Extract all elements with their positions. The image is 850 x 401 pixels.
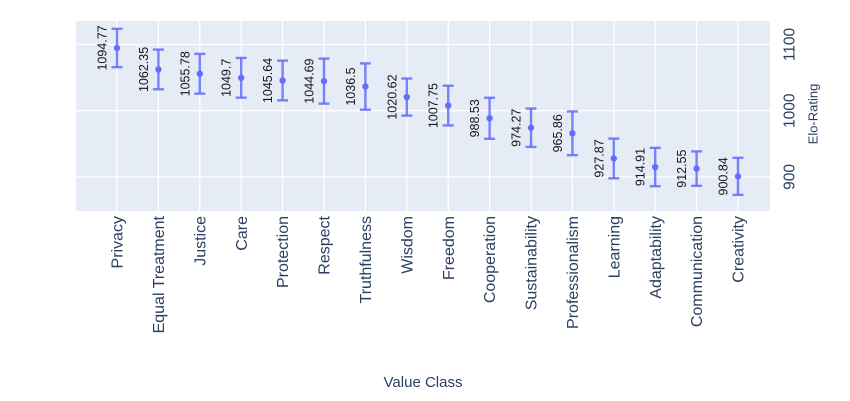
x-tick-label: Sustainability [524, 216, 541, 310]
y-tick-label: 1000 [781, 93, 798, 128]
data-point-value-label: 1055.78 [178, 51, 192, 96]
x-tick-label: Justice [192, 216, 209, 266]
x-tick-label: Respect [317, 215, 334, 274]
data-point-marker[interactable] [320, 77, 328, 85]
data-point-value-label: 1062.35 [137, 47, 151, 92]
data-point-marker[interactable] [610, 155, 617, 162]
data-point-value-label: 912.55 [675, 149, 689, 187]
x-tick-label: Care [234, 216, 251, 251]
data-point-marker[interactable] [279, 77, 286, 84]
data-point-marker[interactable] [734, 173, 742, 180]
x-tick-label: Adaptability [648, 216, 665, 299]
x-tick-label: Protection [275, 216, 292, 288]
x-tick-label: Communication [689, 216, 706, 327]
data-point-marker[interactable] [403, 93, 410, 101]
y-axis-title: Elo-Rating [805, 83, 821, 145]
x-tick-label: Equal Treatment [151, 215, 168, 333]
data-point-marker[interactable] [569, 130, 576, 137]
data-point-value-label: 900.84 [717, 157, 731, 195]
data-point-value-label: 914.91 [634, 148, 648, 186]
x-tick-label: Freedom [441, 216, 458, 280]
data-point-value-label: 1020.62 [385, 74, 399, 119]
plot-area-background[interactable] [76, 21, 770, 211]
data-point-marker[interactable] [652, 163, 659, 171]
data-point-marker[interactable] [527, 124, 535, 131]
data-point-value-label: 927.87 [592, 139, 606, 177]
data-point-marker[interactable] [238, 74, 245, 82]
data-point-value-label: 965.86 [551, 114, 565, 152]
data-point-value-label: 1044.69 [303, 58, 317, 103]
x-tick-label: Creativity [731, 216, 748, 283]
data-point-value-label: 1094.77 [96, 25, 110, 70]
data-point-value-label: 988.53 [468, 99, 482, 137]
data-point-marker[interactable] [155, 66, 162, 73]
data-point-value-label: 974.27 [510, 109, 524, 147]
x-tick-label: Wisdom [399, 216, 416, 274]
data-point-value-label: 1007.75 [427, 83, 441, 128]
data-point-marker[interactable] [362, 83, 369, 90]
x-axis-title: Value Class [383, 374, 463, 391]
data-point-marker[interactable] [693, 165, 700, 172]
data-point-value-label: 1036.5 [344, 67, 358, 105]
x-tick-label: Professionalism [565, 216, 582, 329]
data-point-marker[interactable] [486, 115, 493, 122]
data-point-value-label: 1049.7 [220, 59, 234, 97]
x-tick-label: Privacy [110, 216, 127, 268]
x-tick-label: Truthfulness [358, 216, 375, 303]
data-point-marker[interactable] [196, 70, 203, 77]
data-point-value-label: 1045.64 [261, 58, 275, 103]
y-tick-label: 1100 [781, 27, 798, 61]
y-tick-label: 900 [781, 164, 798, 190]
x-tick-label: Learning [606, 216, 623, 278]
data-point-marker[interactable] [113, 44, 121, 52]
x-tick-label: Cooperation [482, 216, 499, 303]
data-point-marker[interactable] [445, 102, 452, 109]
